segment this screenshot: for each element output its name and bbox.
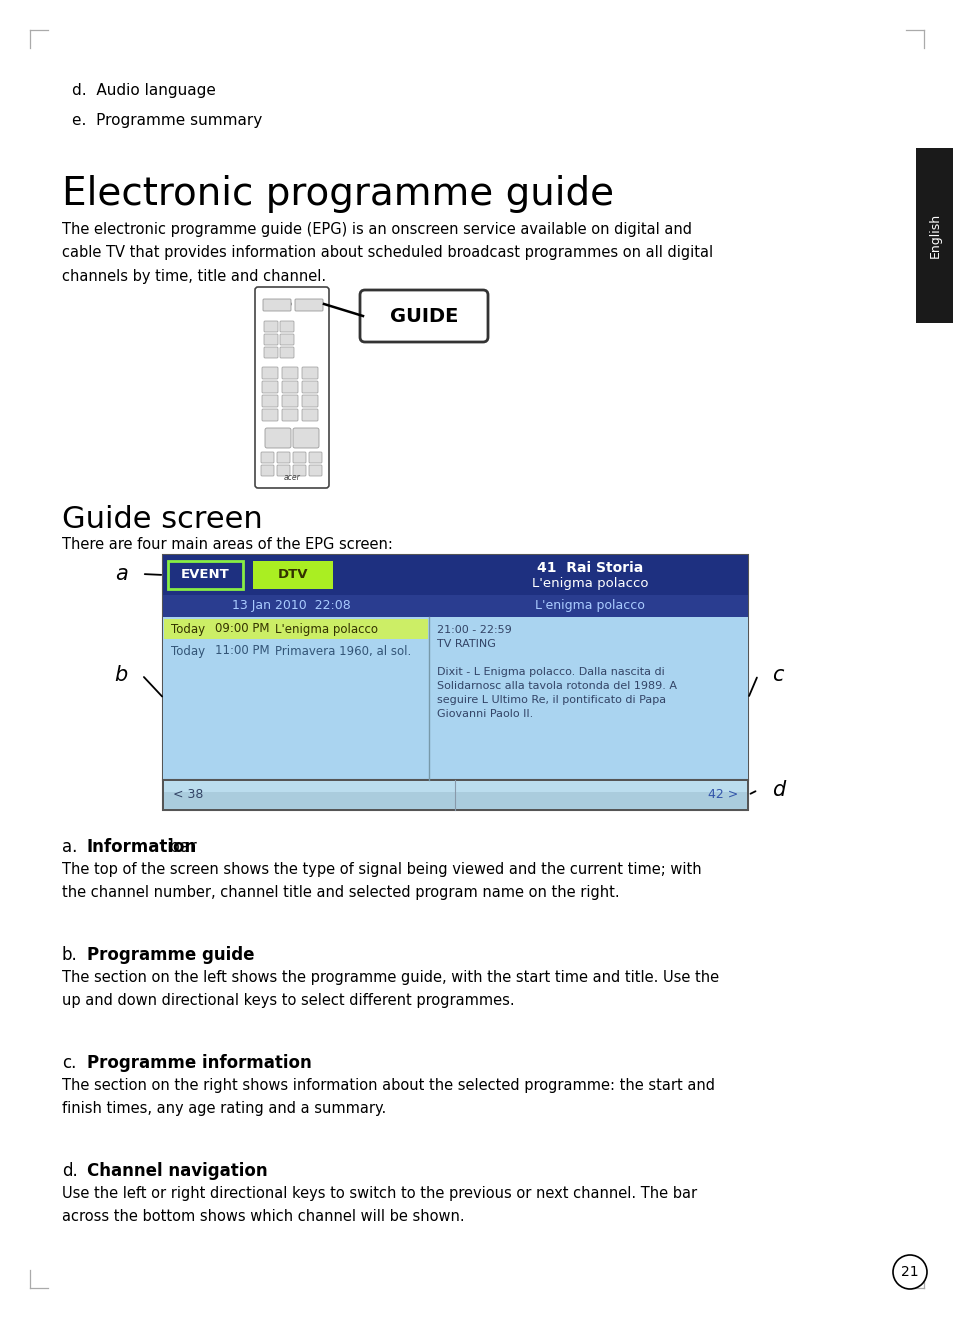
Text: Dixit - L Enigma polacco. Dalla nascita di: Dixit - L Enigma polacco. Dalla nascita … (436, 667, 664, 677)
Text: a: a (115, 564, 128, 584)
FancyBboxPatch shape (261, 452, 274, 463)
FancyBboxPatch shape (254, 287, 329, 488)
Text: The section on the right shows information about the selected programme: the sta: The section on the right shows informati… (62, 1078, 714, 1116)
Text: English: English (927, 214, 941, 258)
Text: 11:00 PM: 11:00 PM (214, 645, 270, 658)
Bar (163, 555, 747, 780)
Text: Giovanni Paolo II.: Giovanni Paolo II. (436, 709, 533, 720)
Text: L'enigma polacco: L'enigma polacco (274, 622, 377, 635)
FancyBboxPatch shape (276, 452, 290, 463)
Text: e.  Programme summary: e. Programme summary (71, 113, 262, 128)
Text: c.: c. (62, 1054, 76, 1072)
Text: a.: a. (62, 838, 77, 855)
FancyBboxPatch shape (293, 428, 318, 448)
Text: Today: Today (171, 622, 205, 635)
FancyBboxPatch shape (262, 381, 277, 393)
Text: acer: acer (283, 472, 300, 481)
Text: 41  Rai Storia: 41 Rai Storia (537, 560, 642, 575)
Text: 42 >: 42 > (707, 788, 738, 801)
FancyBboxPatch shape (294, 299, 323, 311)
Text: < 38: < 38 (172, 788, 203, 801)
Text: 21: 21 (901, 1265, 918, 1278)
Circle shape (892, 1255, 926, 1289)
FancyBboxPatch shape (282, 395, 297, 407)
FancyBboxPatch shape (280, 333, 294, 345)
Bar (163, 594, 747, 617)
Text: The electronic programme guide (EPG) is an onscreen service available on digital: The electronic programme guide (EPG) is … (62, 221, 713, 283)
Text: The top of the screen shows the type of signal being viewed and the current time: The top of the screen shows the type of … (62, 862, 700, 900)
Text: bar: bar (164, 838, 196, 855)
Text: L'enigma polacco: L'enigma polacco (535, 600, 644, 613)
Bar (163, 555, 747, 594)
FancyBboxPatch shape (276, 465, 290, 476)
FancyBboxPatch shape (261, 465, 274, 476)
Text: Electronic programme guide: Electronic programme guide (62, 175, 614, 214)
FancyBboxPatch shape (280, 322, 294, 332)
FancyBboxPatch shape (262, 409, 277, 420)
FancyBboxPatch shape (280, 347, 294, 358)
Text: Channel navigation: Channel navigation (87, 1162, 268, 1180)
FancyBboxPatch shape (264, 333, 277, 345)
Text: 13 Jan 2010  22:08: 13 Jan 2010 22:08 (233, 600, 351, 613)
FancyBboxPatch shape (265, 428, 291, 448)
FancyBboxPatch shape (302, 366, 317, 380)
FancyBboxPatch shape (282, 381, 297, 393)
Text: DTV: DTV (277, 568, 308, 581)
FancyBboxPatch shape (359, 290, 488, 341)
Text: d.  Audio language: d. Audio language (71, 83, 215, 98)
FancyBboxPatch shape (262, 366, 277, 380)
Text: Programme information: Programme information (87, 1054, 312, 1072)
Bar (164, 782, 746, 792)
Text: b: b (114, 666, 128, 685)
Text: Use the left or right directional keys to switch to the previous or next channel: Use the left or right directional keys t… (62, 1186, 697, 1224)
Text: c: c (771, 666, 782, 685)
FancyBboxPatch shape (282, 366, 297, 380)
FancyBboxPatch shape (302, 395, 317, 407)
Text: 09:00 PM: 09:00 PM (214, 622, 269, 635)
FancyBboxPatch shape (253, 561, 333, 589)
FancyBboxPatch shape (263, 299, 291, 311)
Text: Today: Today (171, 645, 205, 658)
Text: d: d (771, 780, 784, 800)
Bar (915, 148, 953, 323)
Circle shape (284, 301, 292, 307)
Text: d.: d. (62, 1162, 77, 1180)
Text: The section on the left shows the programme guide, with the start time and title: The section on the left shows the progra… (62, 970, 719, 1008)
Text: 21:00 - 22:59: 21:00 - 22:59 (436, 625, 512, 635)
FancyBboxPatch shape (264, 347, 277, 358)
Bar (164, 619, 428, 639)
Text: There are four main areas of the EPG screen:: There are four main areas of the EPG scr… (62, 536, 393, 552)
Text: Guide screen: Guide screen (62, 505, 262, 534)
Text: Primavera 1960, al sol.: Primavera 1960, al sol. (274, 645, 411, 658)
Bar (429, 617, 747, 780)
Text: b.: b. (62, 946, 77, 963)
Bar (164, 792, 746, 809)
Bar (163, 617, 429, 780)
FancyBboxPatch shape (309, 452, 322, 463)
FancyBboxPatch shape (282, 409, 297, 420)
Text: Information: Information (87, 838, 197, 855)
Text: Programme guide: Programme guide (87, 946, 254, 963)
FancyBboxPatch shape (309, 465, 322, 476)
FancyBboxPatch shape (262, 395, 277, 407)
Bar (163, 780, 747, 811)
FancyBboxPatch shape (302, 409, 317, 420)
FancyBboxPatch shape (264, 322, 277, 332)
Text: L'enigma polacco: L'enigma polacco (531, 577, 648, 590)
Text: Solidarnosc alla tavola rotonda del 1989. A: Solidarnosc alla tavola rotonda del 1989… (436, 681, 677, 691)
FancyBboxPatch shape (293, 465, 306, 476)
FancyBboxPatch shape (302, 381, 317, 393)
FancyBboxPatch shape (168, 561, 243, 589)
FancyBboxPatch shape (293, 452, 306, 463)
Text: TV RATING: TV RATING (436, 639, 496, 648)
Text: EVENT: EVENT (181, 568, 230, 581)
Text: seguire L Ultimo Re, il pontificato di Papa: seguire L Ultimo Re, il pontificato di P… (436, 695, 665, 705)
Text: GUIDE: GUIDE (390, 307, 457, 326)
